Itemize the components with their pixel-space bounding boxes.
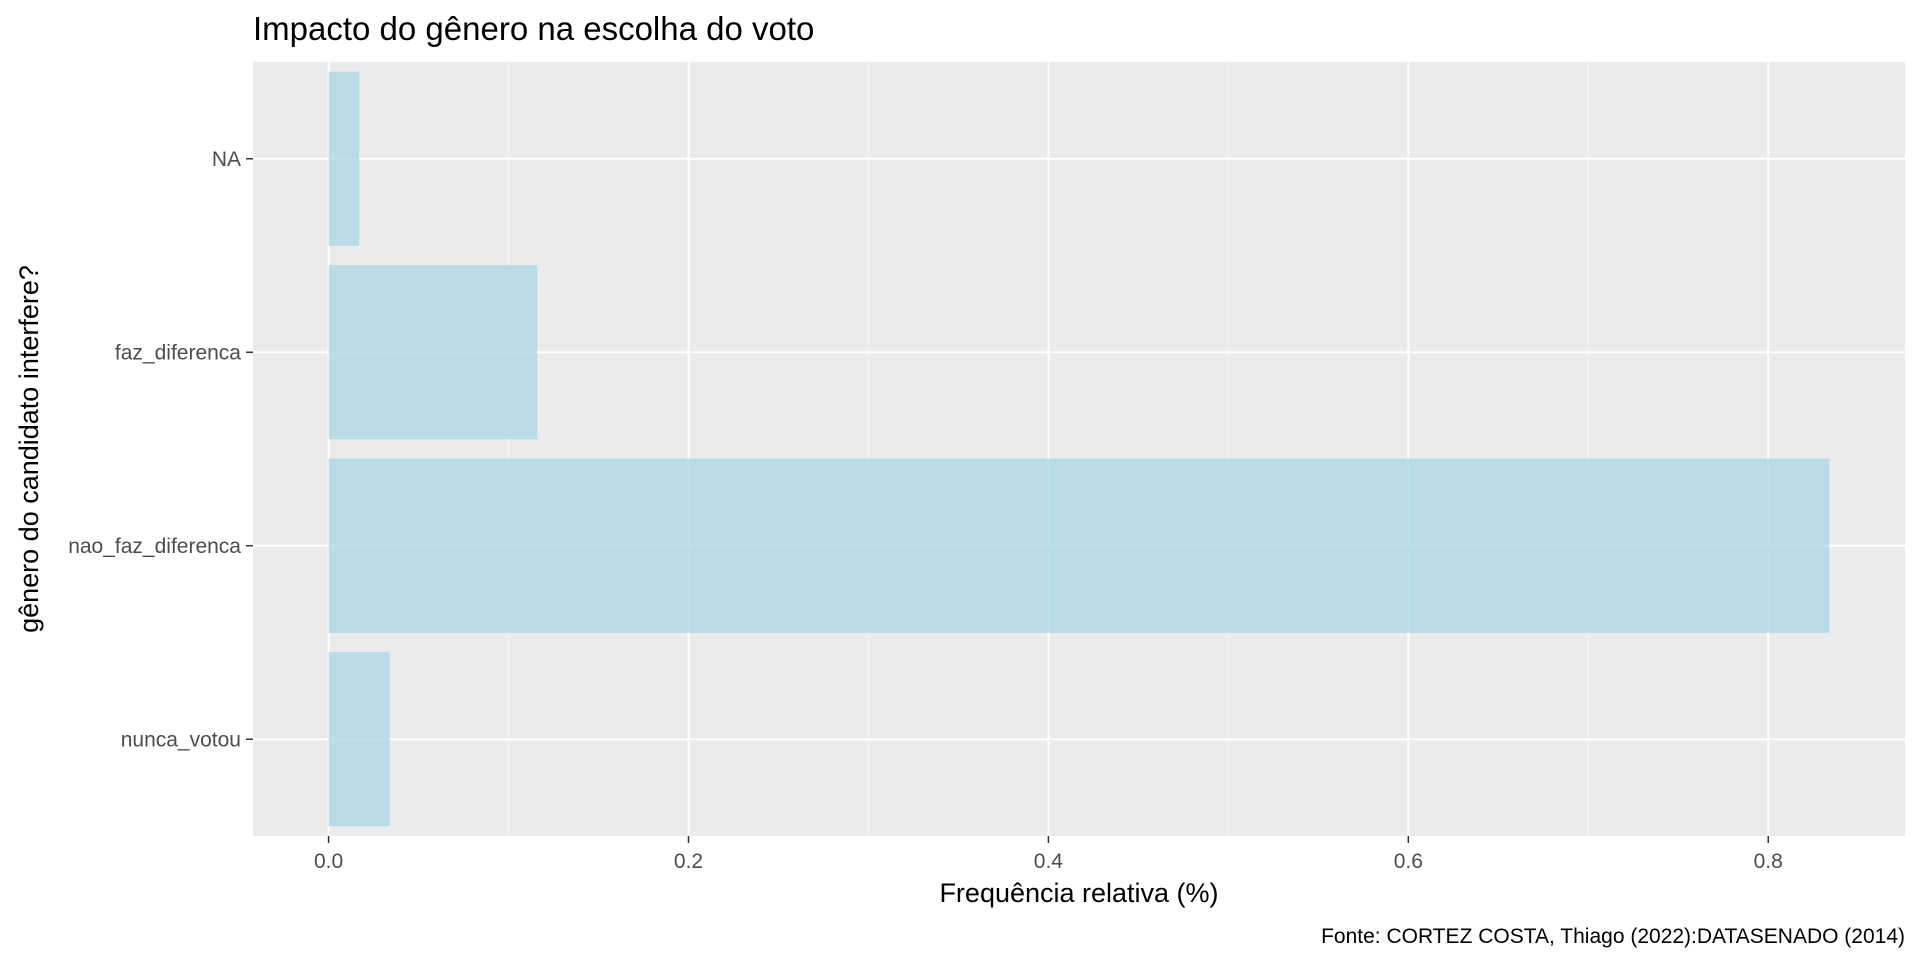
bar-faz-diferenca [328,265,538,440]
x-tick-label: 0.4 [1034,850,1064,873]
bar-nao-faz-diferenca [328,458,1830,633]
bar-na [328,71,360,246]
y-tick-label: nao_faz_diferenca [68,535,241,558]
x-tick-label: 0.2 [674,850,703,873]
x-tick-label: 0.8 [1754,850,1783,873]
y-axis-title: gênero do candidato interfere? [14,265,44,633]
y-tick-label: NA [212,148,241,171]
x-axis: 0.0 0.2 0.4 0.6 0.8 [314,836,1783,873]
chart-caption: Fonte: CORTEZ COSTA, Thiago (2022):DATAS… [1321,925,1905,948]
y-tick-label: faz_diferenca [115,341,241,364]
bar-nunca-votou [328,652,390,827]
x-tick-label: 0.0 [314,850,343,873]
chart-title: Impacto do gênero na escolha do voto [253,10,814,47]
panel-background [253,62,1905,836]
x-tick-label: 0.6 [1394,850,1423,873]
x-axis-title: Frequência relativa (%) [939,878,1218,908]
y-tick-label: nunca_votou [121,728,241,751]
bars [328,71,1830,827]
y-axis: nunca_votou nao_faz_diferenca faz_diferenc… [68,148,253,751]
